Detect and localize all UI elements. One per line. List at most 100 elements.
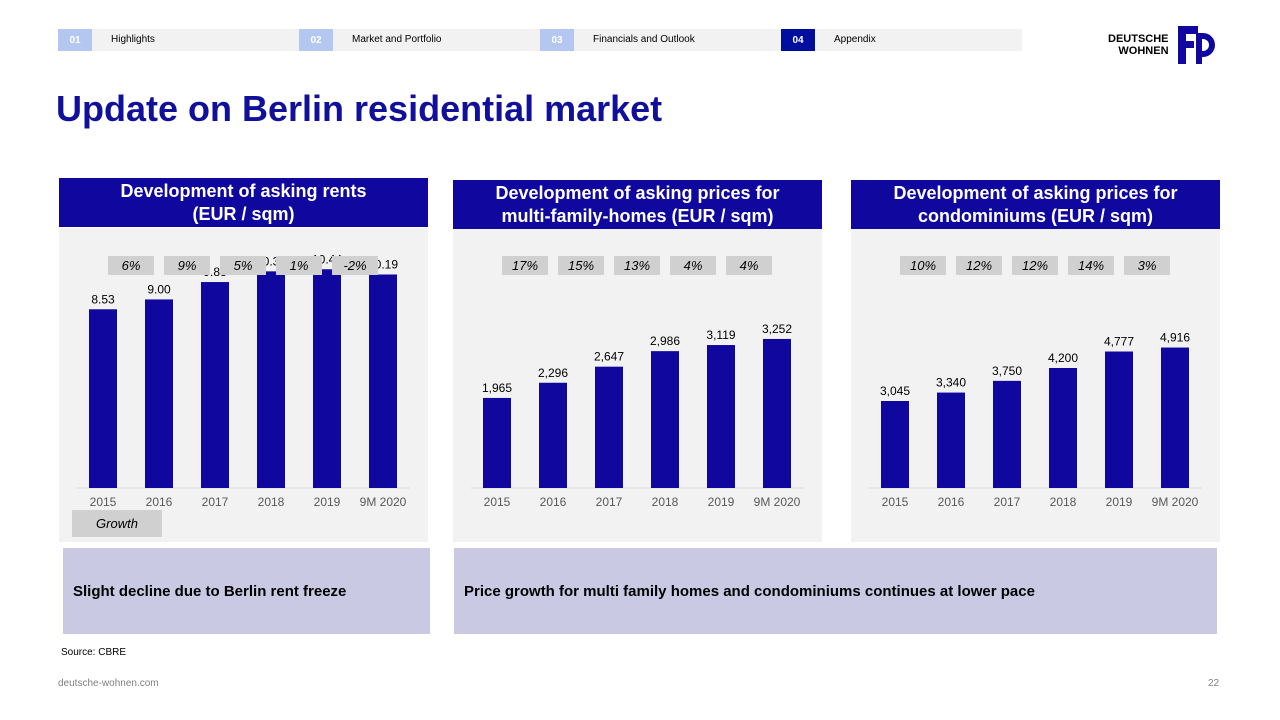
x-tick-label: 9M 2020 — [754, 495, 801, 509]
x-tick-label: 2017 — [202, 495, 229, 509]
x-tick-label: 2018 — [652, 495, 679, 509]
growth-box — [558, 256, 604, 275]
footer-url: deutsche-wohnen.com — [58, 678, 159, 689]
bar-chart-mfh: 1,965 2015 2,296 2016 2,647 2017 2,986 2018 3,11… — [471, 256, 804, 509]
growth-label: 6% — [122, 258, 141, 273]
logo-text: DEUTSCHE WOHNEN — [1108, 33, 1169, 57]
chart-panel-mfh — [453, 228, 822, 542]
data-label: 4,916 — [1160, 331, 1190, 345]
deutsche-wohnen-logo: DEUTSCHE WOHNEN — [1108, 25, 1217, 65]
data-label: 2,647 — [594, 350, 624, 364]
page-title: Update on Berlin residential market — [56, 88, 663, 129]
bar-9m-2020 — [369, 274, 397, 488]
bar-2018 — [257, 271, 285, 488]
bar-2017 — [595, 366, 623, 488]
page-number: 22 — [1208, 678, 1220, 689]
growth-label: 10% — [910, 258, 936, 273]
x-tick-label: 2016 — [146, 495, 173, 509]
growth-box — [1068, 256, 1114, 275]
growth-box — [1012, 256, 1058, 275]
growth-box — [276, 256, 322, 275]
chart-title-line-1: Development of asking rents — [120, 180, 367, 201]
nav-item-financials-outlook[interactable]: 03 Financials and Outlook — [540, 29, 781, 51]
chart-title-line-2: (EUR / sqm) — [192, 203, 295, 224]
nav-label: Appendix — [834, 34, 876, 45]
x-tick-label: 9M 2020 — [360, 495, 407, 509]
bar-9m-2020 — [1161, 347, 1189, 488]
x-tick-label: 2019 — [1106, 495, 1133, 509]
bar-2016 — [937, 392, 965, 488]
data-label: 9.00 — [147, 282, 171, 296]
growth-label: -2% — [343, 258, 366, 273]
bar-2019 — [707, 345, 735, 488]
bar-2015 — [483, 397, 511, 488]
nav-number: 02 — [299, 29, 333, 51]
nav-label: Market and Portfolio — [352, 34, 442, 45]
x-tick-label: 2016 — [938, 495, 965, 509]
growth-box — [900, 256, 946, 275]
growth-box — [670, 256, 716, 275]
growth-label: 17% — [512, 258, 538, 273]
growth-box — [502, 256, 548, 275]
growth-legend-label: Growth — [72, 510, 162, 537]
logo-line-2: WOHNEN — [1118, 45, 1169, 57]
growth-label: 13% — [624, 258, 650, 273]
growth-box — [332, 256, 378, 275]
chart-title-line-1: Development of asking prices for — [495, 182, 780, 203]
growth-label: 4% — [684, 258, 703, 273]
x-tick-label: 2017 — [994, 495, 1021, 509]
growth-label: 1% — [290, 258, 309, 273]
data-label: 3,340 — [936, 376, 966, 390]
bar-chart-condo: 3,045 2015 3,340 2016 3,750 2017 4,200 2018 4,77… — [869, 256, 1202, 509]
nav-item-appendix[interactable]: 04 Appendix — [781, 29, 1022, 51]
bar-2019 — [1105, 351, 1133, 488]
x-tick-label: 2016 — [540, 495, 567, 509]
nav-label: Highlights — [111, 34, 155, 45]
x-tick-label: 2015 — [90, 495, 117, 509]
nav-item-market-portfolio[interactable]: 02 Market and Portfolio — [299, 29, 540, 51]
x-tick-label: 2019 — [708, 495, 735, 509]
chart-title-condo: Development of asking prices for condomi… — [851, 180, 1220, 229]
x-tick-label: 2018 — [1050, 495, 1077, 509]
growth-box — [220, 256, 266, 275]
chart-title-line-2: multi-family-homes (EUR / sqm) — [501, 205, 774, 226]
bar-2016 — [145, 299, 173, 488]
x-tick-label: 2015 — [882, 495, 909, 509]
nav-item-highlights[interactable]: 01 Highlights — [58, 29, 299, 51]
x-tick-label: 2015 — [484, 495, 511, 509]
growth-label: 12% — [966, 258, 992, 273]
bar-2018 — [651, 351, 679, 488]
bar-2015 — [881, 401, 909, 488]
nav-number: 03 — [540, 29, 574, 51]
data-label: 4,200 — [1048, 351, 1078, 365]
growth-label: 3% — [1138, 258, 1157, 273]
chart-title-mfh: Development of asking prices for multi-f… — [453, 180, 822, 229]
data-label: 3,045 — [880, 384, 910, 398]
note-rent-freeze: Slight decline due to Berlin rent freeze — [63, 548, 430, 634]
note-price-growth: Price growth for multi family homes and … — [454, 548, 1217, 634]
chart-title-rents: Development of asking rents (EUR / sqm) — [59, 178, 428, 227]
growth-box — [164, 256, 210, 275]
data-label: 8.53 — [91, 292, 115, 306]
logo-line-1: DEUTSCHE — [1108, 33, 1169, 45]
x-tick-label: 9M 2020 — [1152, 495, 1199, 509]
growth-box — [956, 256, 1002, 275]
growth-label: 4% — [740, 258, 759, 273]
growth-box — [614, 256, 660, 275]
data-label: 2,986 — [650, 334, 680, 348]
growth-label: 14% — [1078, 258, 1104, 273]
bar-2017 — [201, 282, 229, 488]
data-label: 3,119 — [706, 328, 735, 342]
data-label: 2,296 — [538, 366, 568, 380]
growth-label: 12% — [1022, 258, 1048, 273]
data-label: 3,750 — [992, 364, 1022, 378]
data-label: 1,965 — [482, 381, 512, 395]
section-nav: 01 Highlights 02 Market and Portfolio 03… — [58, 29, 1022, 51]
source-note: Source: CBRE — [61, 647, 127, 658]
chart-panel-rents — [59, 228, 428, 542]
growth-label: 5% — [234, 258, 253, 273]
x-tick-label: 2017 — [596, 495, 623, 509]
x-tick-label: 2019 — [314, 495, 341, 509]
bar-chart-rents: 8.5320159.0020169.83201710.34201810.4420… — [77, 252, 410, 509]
nav-label: Financials and Outlook — [593, 34, 695, 45]
